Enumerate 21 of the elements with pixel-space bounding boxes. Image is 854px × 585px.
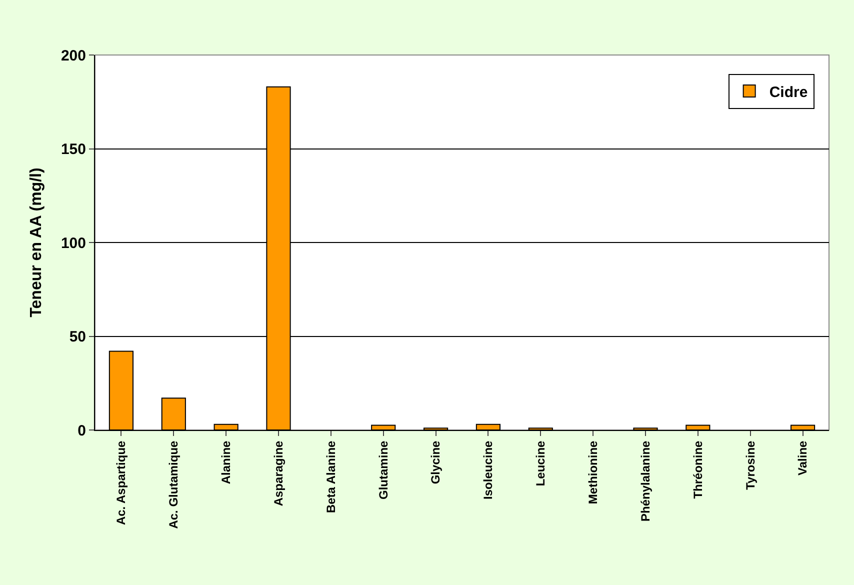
y-tick-label: 150 <box>60 141 86 158</box>
x-tick-label: Glycine <box>428 440 443 484</box>
x-tick-label: Thréonine <box>690 440 705 499</box>
x-tick-label: Isoleucine <box>481 440 496 500</box>
x-tick-label: Asparagine <box>271 440 286 506</box>
x-tick-label: Alanine <box>218 440 233 484</box>
x-tick-label: Tyrosine <box>743 440 758 490</box>
x-tick-label: Phénylalanine <box>638 440 652 522</box>
y-tick-label: 50 <box>69 328 86 346</box>
legend-label: Cidre <box>769 84 808 101</box>
x-tick-label: Valine <box>796 440 810 476</box>
y-tick-label: 100 <box>60 234 86 252</box>
x-tick-label: Methionine <box>586 440 600 504</box>
x-tick-label: Ac. Aspartique <box>114 440 128 526</box>
x-tick-label: Ac. Glutamique <box>166 440 181 529</box>
x-tick-label: Glutamine <box>376 440 390 500</box>
y-tick-label: 200 <box>60 47 86 64</box>
x-tick-label: Leucine <box>534 440 548 486</box>
x-tick-label: Beta Alanine <box>324 440 338 514</box>
y-axis-title: Teneur en AA (mg/l) <box>28 168 45 318</box>
y-tick-label: 0 <box>78 422 86 440</box>
